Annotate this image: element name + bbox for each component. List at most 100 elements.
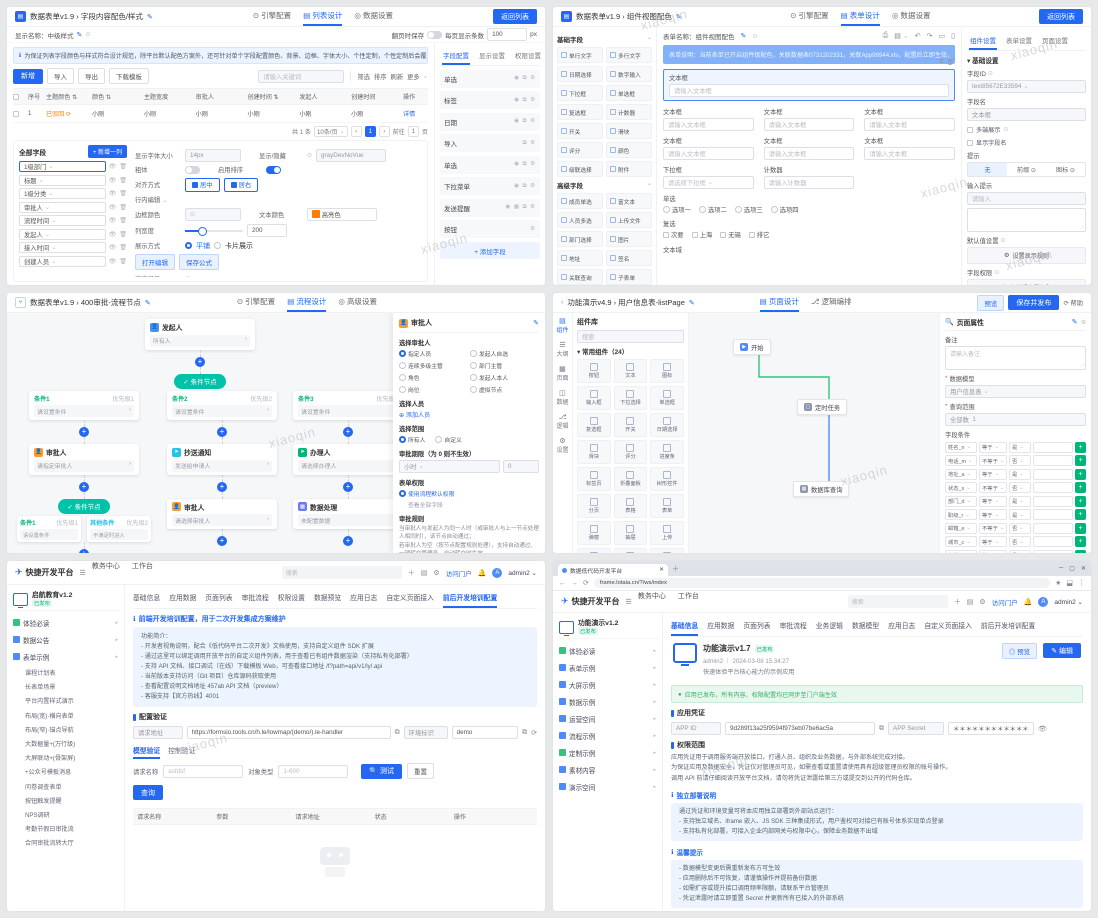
preview-button[interactable]: 预览 [977,294,1005,311]
mobile-preview-icon[interactable]: ▯ [951,33,955,40]
field-name-input[interactable]: 标题 [19,174,106,186]
palette-item[interactable]: 签名 [606,250,652,266]
field-type-item[interactable]: 标签 ◉ ⧉ ⚙ [440,91,540,109]
condition-operator-select[interactable]: 等于 [979,441,1007,453]
platform-logo[interactable]: ✈ 快捷开发平台 [15,567,74,577]
align-center-button[interactable]: 居中 [185,177,220,192]
edit-permission-button[interactable]: ⚙去编辑字段权限 [967,279,1086,285]
refresh-icon[interactable]: ⟳ [531,729,537,737]
form-field[interactable]: 文本框 请输入文本框 [763,136,855,160]
menu-icon[interactable]: ☰ [79,569,86,577]
condition-card[interactable]: 条件1 优先级1 请设置条件 › [29,390,139,420]
reveal-secret-icon[interactable]: 👁 [1038,725,1047,733]
palette-group-title[interactable]: 高级字段 [557,183,583,190]
sidebar-group[interactable]: 流程示例 ▸ [557,727,658,744]
palette-item[interactable]: 上传文件 [606,212,652,228]
align-right-button[interactable]: 居右 [223,177,259,192]
condition-field-select[interactable]: 状态_s [945,482,977,493]
sidebar-group[interactable]: 表单示例 ▸ [557,659,658,676]
component-item[interactable]: 弹窗 [577,521,611,545]
sort-enable-toggle[interactable] [266,165,281,174]
component-item[interactable]: 复选框 [577,413,611,437]
data-model-select[interactable]: 用户信息表 [945,385,1086,398]
component-item[interactable]: 折叠面板 [613,467,648,491]
default-rule-button[interactable]: ⚙ 设置显示规则 [967,247,1086,264]
approver-type-option[interactable]: 发起人自选 [470,349,539,358]
eye-icon[interactable]: 👁 [108,177,117,184]
sidebar-page-item[interactable]: 课程计划表 [25,670,56,678]
form-field[interactable]: 文本框 请输入文本框 [864,107,955,131]
palette-item[interactable]: 多行文字 [606,47,652,63]
field-type-item[interactable]: 单选 ◉ ⧉ ⚙ [440,155,540,174]
condition-operator-select[interactable]: 等于 [979,468,1007,480]
app-tab[interactable]: 审批流程 [779,623,807,630]
dropdown-field[interactable]: 下拉框 请选择下拉框 [663,165,754,189]
designer-tab[interactable]: ◎ 数据设置 [354,11,393,20]
section-title[interactable]: ▾ 基础设置 [967,58,999,65]
condition-operator-select[interactable]: 不等于 [979,455,1007,466]
field-type-icons[interactable]: ◉ ⧉ ⚙ [514,118,536,124]
env-value[interactable]: demo [451,726,519,740]
form-field[interactable]: 文本框 请输入文本框 [663,136,754,160]
verify-tab[interactable]: 控制验证 [168,748,196,756]
minimize-button[interactable]: ─ [1059,565,1064,571]
app-tab[interactable]: 页面列表 [743,623,771,630]
reset-button[interactable]: 重置 [407,763,435,780]
component-item[interactable]: 树形控件 [650,467,684,491]
field-type-item[interactable]: 发送提醒 ◉ ▦ ⧉ ⚙ [440,198,540,217]
cc-node[interactable]: ➤ 抄送通知 发送给申请人 › [167,444,277,475]
handler-node[interactable]: ➤办理人 请选择办理人› [293,444,403,475]
field-row[interactable]: 1级部门 👁 🗑 [19,161,127,172]
text-color-input[interactable]: 高亮色 [307,207,377,221]
sidebar-group[interactable]: 表单示例 ▸ [11,648,120,665]
back-icon[interactable]: ‹ [561,299,564,306]
settings-icon[interactable]: ⚙ [979,598,986,606]
app-tab[interactable]: 数据模型 [851,623,880,630]
counter-field[interactable]: 计数器 请输入计数器 [763,165,855,189]
condition-value-select[interactable]: 否 [1009,455,1031,466]
add-node-button[interactable]: + [343,536,353,546]
show-name-checkbox[interactable] [967,139,973,146]
palette-item[interactable]: 计数器 [606,104,652,120]
tip-option[interactable]: 无 [968,163,1007,176]
field-name-input[interactable]: 流程时间 [19,215,106,226]
sidebar-page-item[interactable]: NPS调研 [25,811,50,819]
maximize-button[interactable]: ▢ [1069,566,1075,572]
data-node[interactable]: ▦数据处理 未配置数据› [293,498,403,529]
rail-item[interactable]: ⚙ 设置 [556,437,568,454]
palette-item[interactable]: 部门选择 [557,231,603,247]
designer-tab[interactable]: ◎ 数据设置 [891,11,931,20]
app-tab[interactable]: 应用数据 [169,595,197,602]
app-switcher[interactable]: 功能演示v1.2 已发布 [557,617,658,640]
sidebar-group[interactable]: 数据示例 ▸ [557,693,658,710]
condition-value-select[interactable]: 否 [1009,482,1031,493]
palette-item[interactable]: 数字输入 [606,66,652,82]
sidebar-group[interactable]: 定制示例 ▸ [557,744,658,761]
rail-item[interactable]: ◫ 数据 [556,389,568,406]
radio-option[interactable]: 选项三 [734,205,763,214]
condition-value-input[interactable] [1033,468,1073,480]
component-item[interactable]: 日期选择 [650,413,684,437]
sidebar-page-item[interactable]: +公众号模板消息 [25,769,72,777]
add-condition-button[interactable]: + [1075,441,1086,453]
app-tab[interactable]: 应用数据 [707,623,735,630]
field-name-input[interactable]: 创建人员 [19,255,106,267]
condition-value-input[interactable] [1033,455,1073,466]
add-person-link[interactable]: ⊕ 添加人员 [399,412,431,419]
page-1-button[interactable]: 1 [364,126,376,137]
rail-item[interactable]: ▦ 页面 [556,365,568,382]
inline-edit-label[interactable]: 行内编辑 [135,195,181,204]
table-row[interactable]: 1 已驳回 ⟳ 小刚小刚小刚小刚小刚小刚 详情 [13,105,428,123]
condition-operator-select[interactable]: 等于 [979,549,1007,553]
edit-icon[interactable]: ✎ [76,31,83,39]
trash-icon[interactable]: 🗑 [119,191,127,197]
approver-node[interactable]: 👤 审批人 请选择审批人 › [167,498,277,529]
sub-condition-card[interactable]: 条件1 优先级1 请设置条件 [17,515,81,542]
component-item[interactable]: 进度条 [650,440,684,464]
add-icon[interactable]: ＋ [407,569,415,577]
designer-tab[interactable]: ▤ 流程设计 [287,293,327,312]
global-search-input[interactable]: 搜索 [281,566,402,579]
user-menu[interactable]: admin2 ⌄ [508,569,537,577]
select-all-checkbox[interactable] [13,93,19,100]
